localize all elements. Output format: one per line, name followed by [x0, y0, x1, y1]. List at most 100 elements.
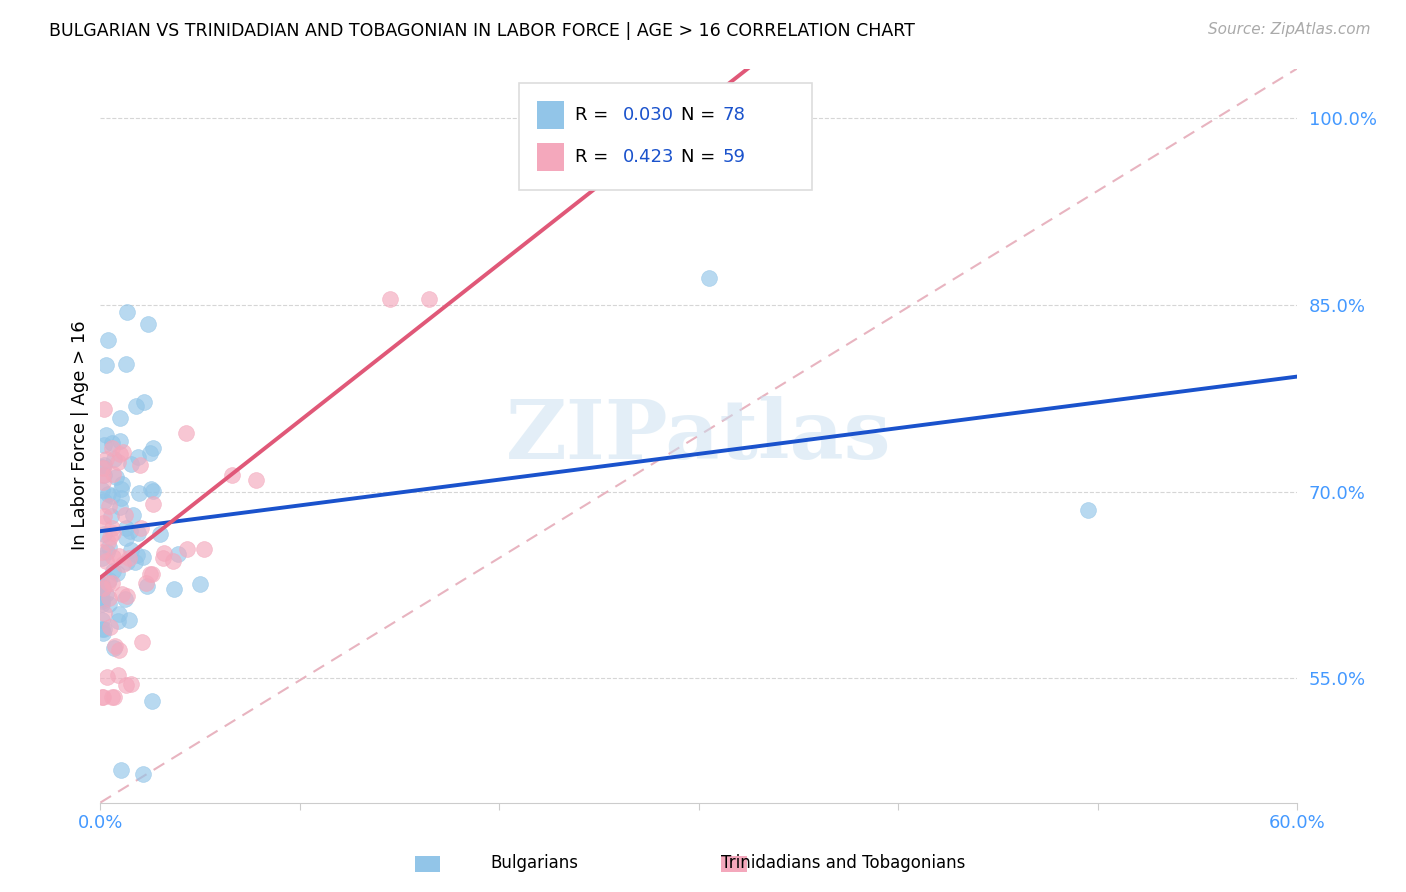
Point [100, 575, 122, 590]
Point [93, 625, 115, 640]
Point [91, 551, 114, 566]
Text: 0.030: 0.030 [623, 106, 675, 124]
Point [91, 483, 114, 498]
Point [141, 694, 163, 708]
Point [188, 577, 211, 591]
Point [131, 635, 153, 649]
Point [91, 545, 114, 559]
Point [91, 577, 114, 591]
Point [107, 614, 129, 628]
Point [139, 567, 162, 582]
Point [91, 690, 114, 704]
Point [93, 581, 115, 595]
Point [167, 547, 190, 561]
Point [107, 455, 129, 469]
Point [93, 606, 115, 620]
Point [149, 527, 172, 541]
Point [120, 457, 142, 471]
Point [120, 542, 142, 557]
Point [101, 436, 124, 450]
Point [93, 401, 115, 416]
Point [108, 607, 131, 622]
Point [110, 491, 132, 505]
Point [97, 487, 120, 501]
Point [111, 445, 134, 459]
Point [91, 623, 114, 637]
Point [108, 411, 131, 425]
Point [117, 555, 139, 569]
Point [97, 534, 120, 549]
Point [128, 486, 150, 500]
Point [101, 467, 124, 481]
Bar [537, 143, 564, 170]
Point [97, 591, 120, 605]
Point [163, 582, 186, 597]
Point [114, 508, 136, 522]
Point [153, 546, 176, 560]
Point [101, 441, 124, 455]
Point [94, 554, 117, 568]
Point [122, 508, 145, 522]
Point [108, 500, 131, 514]
Point [103, 526, 125, 541]
Point [127, 526, 149, 541]
Point [91, 690, 114, 704]
Point [97, 333, 120, 347]
Text: Source: ZipAtlas.com: Source: ZipAtlas.com [1208, 22, 1371, 37]
Point [93, 622, 115, 636]
Point [110, 483, 132, 497]
Point [108, 642, 131, 657]
Point [142, 484, 165, 499]
Point [418, 292, 440, 306]
Point [105, 470, 128, 484]
Point [101, 489, 124, 503]
Point [176, 541, 198, 556]
Point [127, 450, 149, 464]
Point [127, 549, 149, 563]
Point [132, 395, 155, 409]
Point [100, 508, 122, 523]
Point [104, 639, 127, 653]
Text: R =: R = [575, 147, 614, 166]
Point [105, 566, 128, 580]
Point [110, 587, 132, 601]
Point [91, 579, 114, 593]
Point [91, 597, 114, 611]
Point [93, 526, 115, 541]
Point [115, 589, 138, 603]
Point [139, 482, 162, 496]
Point [93, 438, 115, 452]
Point [97, 574, 120, 588]
Point [115, 521, 138, 535]
Point [91, 583, 114, 598]
Point [117, 613, 139, 627]
Point [103, 549, 125, 564]
Text: ZIPatlas: ZIPatlas [506, 395, 891, 475]
Point [103, 690, 125, 704]
Point [97, 499, 120, 513]
Point [138, 446, 160, 460]
Point [103, 564, 125, 578]
Text: R =: R = [575, 106, 614, 124]
Point [129, 521, 152, 535]
Point [125, 400, 148, 414]
Point [114, 531, 136, 545]
Point [697, 270, 720, 285]
Point [193, 541, 215, 556]
Point [108, 549, 131, 564]
Point [221, 467, 243, 482]
Point [114, 592, 136, 607]
Point [96, 670, 118, 684]
Point [162, 554, 184, 568]
Text: Trinidadians and Tobagonians: Trinidadians and Tobagonians [721, 855, 966, 872]
Point [96, 587, 118, 601]
Point [98, 597, 121, 611]
Point [91, 467, 114, 482]
Y-axis label: In Labor Force | Age > 16: In Labor Force | Age > 16 [72, 321, 89, 550]
Point [91, 592, 114, 607]
Point [114, 678, 136, 692]
Point [120, 524, 142, 539]
Point [110, 447, 132, 461]
Point [93, 461, 115, 475]
Point [142, 497, 165, 511]
